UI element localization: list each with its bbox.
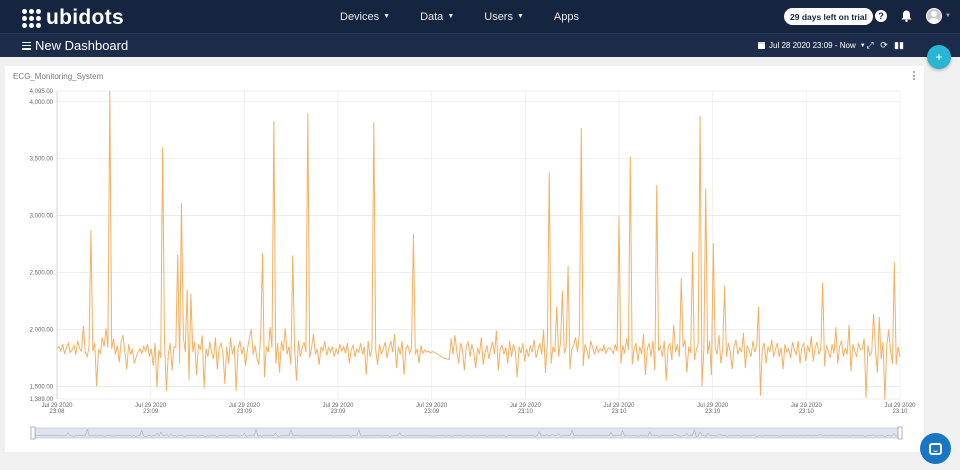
date-range-picker[interactable]: Jul 28 2020 23:09 - Now ▼ bbox=[758, 41, 866, 50]
nav-devices[interactable]: Devices ▼ bbox=[340, 11, 390, 23]
range-navigator-series bbox=[32, 428, 901, 438]
chevron-down-icon: ▼ bbox=[859, 42, 866, 49]
x-tick-label-date: Jul 29 2020 bbox=[135, 403, 167, 409]
hamburger-menu-icon[interactable] bbox=[22, 41, 31, 50]
x-tick-label-time: 23:09 bbox=[424, 409, 440, 415]
help-circle-icon[interactable]: ? bbox=[874, 9, 888, 23]
ubidots-logo[interactable]: ubidots bbox=[22, 6, 124, 30]
chevron-down-icon: ▼ bbox=[516, 13, 524, 20]
y-tick-label: 4,000.00 bbox=[30, 100, 54, 106]
dashboard-title[interactable]: New Dashboard bbox=[22, 38, 128, 53]
nav-users[interactable]: Users ▼ bbox=[484, 11, 524, 23]
svg-text:?: ? bbox=[878, 11, 884, 21]
line-chart-widget: ECG_Monitoring_System 4,095.00 4,000.00 3,… bbox=[5, 66, 924, 452]
x-tick-label-time: 23:08 bbox=[49, 409, 65, 415]
chevron-down-icon: ▼ bbox=[383, 13, 391, 20]
nav-apps[interactable]: Apps bbox=[554, 11, 579, 23]
nav-data-label: Data bbox=[420, 10, 444, 23]
main-nav: Devices ▼ Data ▼ Users ▼ Apps bbox=[340, 0, 609, 33]
nav-users-label: Users bbox=[484, 10, 513, 23]
widget-options-icon[interactable] bbox=[913, 71, 916, 80]
chat-support-button[interactable] bbox=[920, 433, 951, 464]
logo-text: ubidots bbox=[46, 6, 124, 29]
columns-layout-icon[interactable]: ▮▮ bbox=[894, 40, 904, 50]
calendar-icon bbox=[758, 42, 765, 49]
dashboard-title-text: New Dashboard bbox=[35, 38, 129, 53]
add-widget-button[interactable]: + bbox=[927, 45, 951, 69]
ecg-series-line bbox=[56, 90, 901, 401]
range-handle-left[interactable] bbox=[30, 426, 36, 440]
x-tick-label-date: Jul 29 2020 bbox=[229, 403, 261, 409]
y-tick-label: 1,389.00 bbox=[30, 397, 54, 403]
avatar-chevron-down-icon[interactable]: ▼ bbox=[945, 13, 951, 19]
chat-bubble-icon bbox=[929, 442, 942, 455]
x-tick-label-time: 23:09 bbox=[237, 409, 253, 415]
x-tick-label-date: Jul 29 2020 bbox=[322, 403, 354, 409]
date-range-text: Jul 28 2020 23:09 - Now bbox=[769, 41, 856, 50]
range-navigator-track bbox=[32, 427, 901, 439]
x-tick-label-time: 23:09 bbox=[143, 409, 159, 415]
trial-badge-button[interactable]: 29 days left on trial bbox=[784, 8, 873, 25]
y-tick-label: 3,000.00 bbox=[30, 214, 54, 220]
ecg-line-chart[interactable]: 4,095.00 4,000.00 3,500.00 3,000.00 2,500.00… bbox=[5, 66, 924, 452]
x-tick-label-date: Jul 29 2020 bbox=[603, 403, 635, 409]
bell-icon[interactable] bbox=[899, 9, 913, 23]
x-tick-label-date: Jul 29 2020 bbox=[697, 403, 729, 409]
logo-dots-icon bbox=[22, 8, 41, 28]
widget-title: ECG_Monitoring_System bbox=[13, 72, 104, 81]
y-tick-label: 2,000.00 bbox=[30, 327, 54, 333]
x-tick-label-date: Jul 29 2020 bbox=[510, 403, 542, 409]
range-handle-right[interactable] bbox=[897, 426, 903, 440]
top-navbar: ubidots Devices ▼ Data ▼ Users ▼ Apps 29… bbox=[0, 0, 960, 33]
x-tick-label-time: 23:09 bbox=[330, 409, 346, 415]
x-tick-label-time: 23:10 bbox=[611, 409, 627, 415]
x-tick-label-date: Jul 29 2020 bbox=[416, 403, 448, 409]
x-tick-label-date: Jul 29 2020 bbox=[791, 403, 823, 409]
nav-devices-label: Devices bbox=[340, 10, 380, 23]
x-tick-label-time: 23:10 bbox=[799, 409, 815, 415]
x-tick-label-date: Jul 29 2020 bbox=[41, 403, 73, 409]
x-tick-label-time: 23:10 bbox=[518, 409, 534, 415]
nav-apps-label: Apps bbox=[553, 10, 579, 23]
fullscreen-expand-icon[interactable]: ⤢ bbox=[866, 40, 874, 50]
y-tick-label: 1,500.00 bbox=[30, 384, 54, 390]
x-tick-label-time: 23:10 bbox=[705, 409, 721, 415]
y-tick-label: 2,500.00 bbox=[30, 271, 54, 277]
y-tick-label: 3,500.00 bbox=[30, 157, 54, 163]
y-tick-label: 4,095.00 bbox=[30, 89, 54, 95]
refresh-icon[interactable]: ⟳ bbox=[880, 40, 888, 50]
x-tick-label-time: 23:10 bbox=[892, 409, 908, 415]
chevron-down-icon: ▼ bbox=[447, 13, 455, 20]
dashboard-bar: New Dashboard Jul 28 2020 23:09 - Now ▼ … bbox=[0, 33, 960, 57]
x-tick-label-date: Jul 29 2020 bbox=[884, 403, 916, 409]
nav-data[interactable]: Data ▼ bbox=[420, 11, 454, 23]
user-avatar[interactable] bbox=[926, 8, 942, 24]
